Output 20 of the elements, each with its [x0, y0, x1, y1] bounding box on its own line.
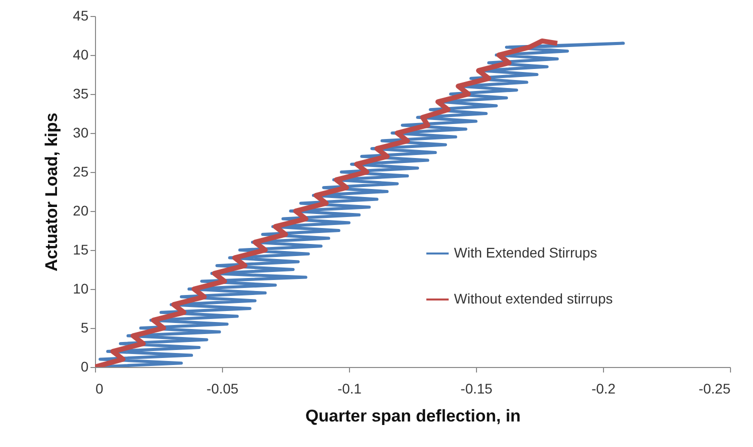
y-axis-title: Actuator Load, kips	[42, 112, 61, 272]
x-tick-label: -0.15	[460, 380, 493, 396]
y-tick-label: 25	[72, 164, 89, 180]
x-axis-title: Quarter span deflection, in	[305, 406, 521, 426]
y-tick-label: 45	[72, 8, 89, 24]
y-tick-label: 0	[80, 358, 89, 374]
y-tick-label: 10	[72, 280, 89, 296]
legend-label: Without extended stirrups	[454, 290, 613, 306]
x-tick-label: -0.1	[337, 380, 362, 396]
y-tick-label: 20	[72, 202, 89, 218]
y-tick-label: 35	[72, 86, 89, 102]
x-tick-label: -0.05	[206, 380, 239, 396]
y-tick-label: 15	[72, 242, 89, 258]
x-tick-label: -0.2	[591, 380, 616, 396]
y-tick-label: 40	[72, 46, 89, 62]
y-tick-label: 5	[80, 320, 89, 336]
legend-label: With Extended Stirrups	[454, 244, 598, 260]
y-tick-label: 30	[72, 124, 89, 140]
x-tick-label: 0	[96, 380, 104, 396]
x-tick-label: -0.25	[698, 380, 731, 396]
